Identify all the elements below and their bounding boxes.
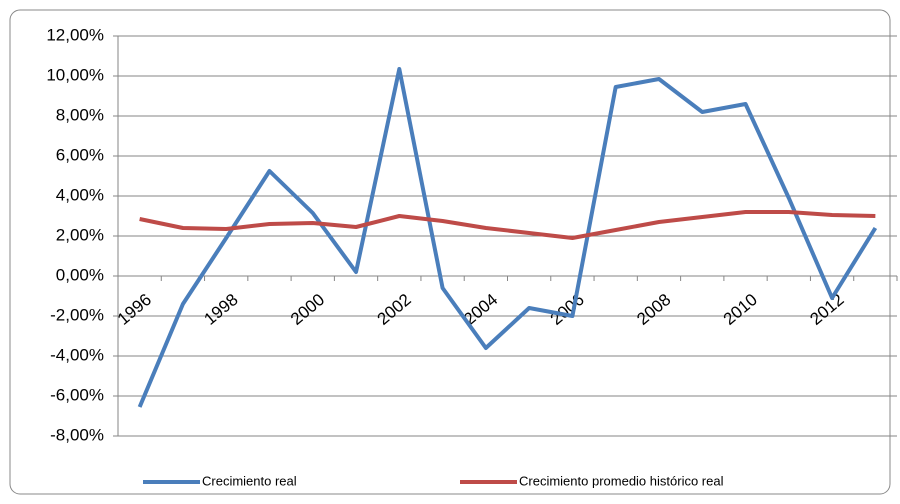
y-tick-label: -4,00% bbox=[50, 345, 104, 364]
y-tick-label: -8,00% bbox=[50, 425, 104, 444]
y-tick-label: -6,00% bbox=[50, 385, 104, 404]
line-series bbox=[139, 210, 876, 240]
legend-label: Crecimiento promedio histórico real bbox=[519, 473, 724, 488]
y-tick-label: 10,00% bbox=[46, 65, 104, 84]
y-tick-label: 8,00% bbox=[56, 105, 104, 124]
y-tick-label: 2,00% bbox=[56, 225, 104, 244]
y-tick-label: 12,00% bbox=[46, 25, 104, 44]
y-tick-label: 0,00% bbox=[56, 265, 104, 284]
line-series bbox=[137, 67, 878, 408]
legend-label: Crecimiento real bbox=[202, 473, 297, 488]
y-tick-label: 6,00% bbox=[56, 145, 104, 164]
y-tick-label: -2,00% bbox=[50, 305, 104, 324]
chart-frame bbox=[9, 9, 891, 495]
y-tick-label: 4,00% bbox=[56, 185, 104, 204]
